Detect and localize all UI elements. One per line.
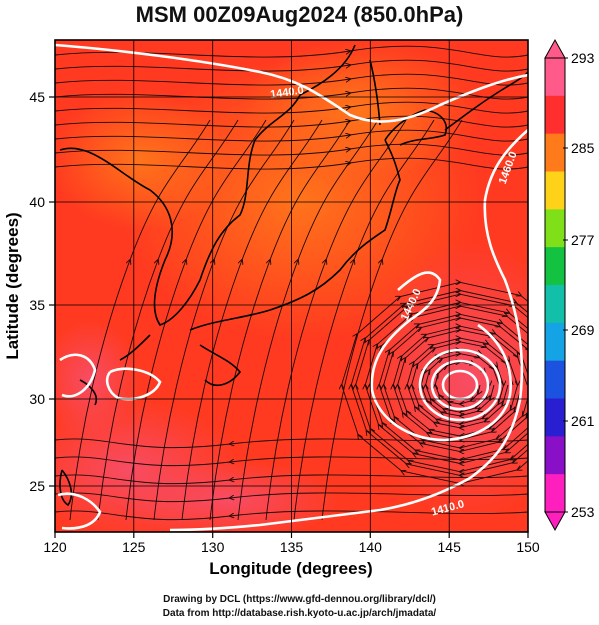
y-tick-label: 25 bbox=[29, 478, 45, 494]
streamline bbox=[55, 510, 528, 521]
footer-credit-data: Data from http://database.rish.kyoto-u.a… bbox=[162, 608, 437, 619]
x-tick-label: 150 bbox=[516, 539, 540, 555]
streamline bbox=[293, 119, 435, 521]
colorbar-label: 269 bbox=[571, 322, 595, 338]
colorbar-label: 253 bbox=[571, 504, 595, 520]
x-axis-title: Longitude (degrees) bbox=[209, 559, 372, 578]
colorbar-segment bbox=[545, 285, 565, 324]
colorbar-segment bbox=[545, 322, 565, 362]
streamline bbox=[55, 143, 528, 156]
y-ticks bbox=[49, 96, 55, 487]
streamline bbox=[69, 119, 211, 521]
streamline bbox=[55, 59, 528, 72]
colorbar-segment bbox=[545, 398, 565, 437]
streamline bbox=[342, 282, 528, 483]
colorbar-segment bbox=[545, 360, 565, 399]
colorbar-segment bbox=[545, 474, 565, 513]
streamline bbox=[55, 115, 528, 128]
streamline bbox=[125, 119, 267, 521]
streamline bbox=[55, 438, 528, 449]
colorbar-label: 261 bbox=[571, 413, 595, 429]
x-tick-label: 140 bbox=[359, 539, 383, 555]
colorbar-segment bbox=[545, 58, 565, 97]
colorbar-segment bbox=[545, 209, 565, 248]
streamline bbox=[209, 119, 351, 521]
colorbar-segment bbox=[545, 436, 565, 475]
x-tick-label: 130 bbox=[201, 539, 225, 555]
streamline bbox=[97, 119, 239, 521]
colorbar-bottom-arrow bbox=[544, 511, 566, 532]
streamline bbox=[153, 119, 295, 521]
y-tick-label: 45 bbox=[29, 89, 45, 105]
streamline bbox=[55, 157, 528, 170]
y-tick-label: 30 bbox=[29, 391, 45, 407]
colorbar-ticks bbox=[563, 57, 568, 513]
y-tick-label: 40 bbox=[29, 194, 45, 210]
colorbar bbox=[544, 57, 566, 513]
streamline bbox=[55, 73, 528, 86]
graticule bbox=[55, 40, 528, 532]
x-ticks bbox=[54, 532, 529, 538]
streamline bbox=[55, 474, 528, 485]
colorbar-top-arrow bbox=[544, 38, 566, 59]
streamline bbox=[55, 129, 528, 142]
streamline bbox=[55, 101, 528, 114]
plot-title: MSM 00Z09Aug2024 (850.0hPa) bbox=[135, 2, 464, 27]
colorbar-label: 285 bbox=[571, 140, 595, 156]
streamline bbox=[237, 119, 379, 521]
colorbar-segment bbox=[545, 247, 565, 286]
streamline bbox=[181, 119, 323, 521]
footer-credit-drawing: Drawing by DCL (https://www.gfd-dennou.o… bbox=[163, 594, 436, 605]
x-tick-label: 125 bbox=[122, 539, 146, 555]
streamline bbox=[55, 87, 528, 100]
streamline bbox=[55, 492, 528, 503]
x-tick-label: 120 bbox=[43, 539, 67, 555]
streamline bbox=[55, 456, 528, 467]
streamline bbox=[321, 119, 463, 521]
colorbar-label: 277 bbox=[571, 232, 595, 248]
y-tick-label: 35 bbox=[29, 297, 45, 313]
colorbar-segment bbox=[545, 133, 565, 172]
x-tick-label: 135 bbox=[280, 539, 304, 555]
colorbar-segment bbox=[545, 95, 565, 135]
x-tick-label: 145 bbox=[438, 539, 462, 555]
colorbar-segment bbox=[545, 171, 565, 210]
colorbar-label: 293 bbox=[571, 50, 595, 66]
streamline bbox=[265, 119, 407, 521]
y-axis-title: Latitude (degrees) bbox=[3, 212, 22, 359]
